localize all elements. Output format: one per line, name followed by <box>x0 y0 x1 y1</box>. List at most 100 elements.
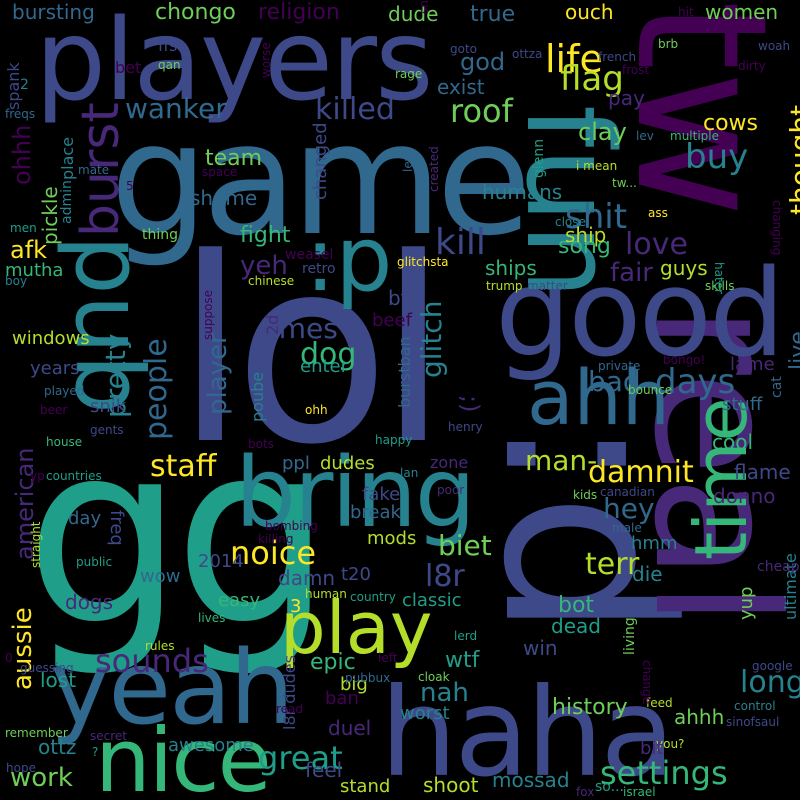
word-wink: ;) <box>456 395 484 413</box>
word-ppl: ppl <box>282 453 310 474</box>
word-secret: secret <box>90 729 127 743</box>
word-qan: qan <box>158 58 181 72</box>
word-bet: bet <box>115 58 142 77</box>
word-straight: straight <box>29 521 43 568</box>
word-afk: afk <box>10 236 48 264</box>
word-fox: fox <box>576 785 595 799</box>
word-t20: t20 <box>341 564 371 585</box>
word-lives: lives <box>198 611 226 625</box>
word-live: live <box>786 331 800 370</box>
word-noice: noice <box>230 534 317 572</box>
word-private: private <box>598 359 641 373</box>
word-so: so... <box>595 779 624 795</box>
word-guessing: guessing <box>20 661 74 675</box>
word-5: 5 <box>126 179 134 193</box>
word-feed: feed <box>646 696 673 710</box>
word-exist: exist <box>437 75 485 99</box>
word-players: players <box>35 0 433 126</box>
word-ffs: ffs <box>158 36 178 55</box>
word-biet: biet <box>438 529 492 562</box>
word-roof: roof <box>450 92 513 130</box>
word-stand: stand <box>340 776 391 797</box>
word-dog: dog <box>300 337 357 372</box>
word-sounds: sounds <box>95 642 209 680</box>
word-beer: beer <box>40 403 68 417</box>
word-fake: fake <box>362 484 401 505</box>
word-pubbux: pubbux <box>345 671 391 685</box>
word-bursting: bursting <box>12 0 95 24</box>
word-glenn: glenn <box>531 138 547 178</box>
word-hater: hater <box>712 262 726 294</box>
word-fight: fight <box>240 223 291 248</box>
word-lame: lame <box>730 354 775 375</box>
word-feel: feel <box>305 758 343 782</box>
word-terr: terr <box>585 547 640 582</box>
word-duel: duel <box>328 716 372 740</box>
word-you: you? <box>656 737 685 751</box>
word-dogs: dogs <box>65 590 114 614</box>
word-nice: nice <box>95 709 272 800</box>
word-question: ? <box>92 745 99 759</box>
word-ottza: ottza <box>512 47 543 61</box>
word-human: human <box>305 587 347 601</box>
word-brb: brb <box>658 37 679 51</box>
word-yeah: yeah <box>50 629 294 748</box>
word-weasel: weasel <box>285 247 334 263</box>
word-played: played <box>44 384 85 398</box>
word-bot: bot <box>558 593 595 618</box>
word-wtf: wtf <box>445 648 480 673</box>
word-dudes: dudes <box>320 453 375 474</box>
word-bombing: bombing <box>265 519 318 533</box>
word-history: history <box>552 695 628 720</box>
word-people: people <box>139 338 174 440</box>
word-clay: clay <box>578 118 627 146</box>
word-shame: shame <box>190 186 258 210</box>
word-years: years <box>30 358 80 379</box>
word-chongo: chongo <box>155 0 236 25</box>
word-rules: rules <box>145 639 175 653</box>
word-lan: lan <box>400 466 419 480</box>
word-bots: bots <box>248 437 274 451</box>
word-easy: easy <box>218 590 261 611</box>
word-times: times <box>260 312 338 345</box>
word-0: 0 <box>5 651 13 665</box>
word-colon-p: :p <box>305 207 393 312</box>
word-bad: bad <box>588 365 641 398</box>
word-ahh: ahh <box>527 353 670 442</box>
word-l8r-dudes: l8r dudes <box>280 655 299 730</box>
word-break: break <box>350 502 401 523</box>
word-l8r: l8r <box>425 559 465 594</box>
word-long: long <box>740 665 800 700</box>
word-aussie: aussie <box>8 607 38 690</box>
word-changing: changing <box>770 200 784 256</box>
word-cool: cool <box>712 430 754 454</box>
word-frost: frost <box>622 63 650 77</box>
word-bounce: bounce <box>628 383 673 397</box>
word-bongo: bongo! <box>663 353 706 367</box>
word-israel: israel <box>623 785 656 799</box>
word-ohhh: ohhh <box>8 124 36 185</box>
word-cloak: cloak <box>418 670 450 684</box>
word-damn: damn <box>278 566 336 590</box>
word-hit: hit <box>678 5 694 19</box>
word-fair: fair <box>610 258 653 288</box>
word-freqs: freqs <box>5 107 36 121</box>
word-levi: levi <box>401 150 415 172</box>
word-true: true <box>470 2 516 27</box>
word-snik: snik <box>90 396 127 417</box>
word-poube: poube <box>248 371 267 422</box>
word-beef: beef <box>372 310 412 331</box>
word-men: men <box>10 221 37 235</box>
word-ohh: ohh <box>305 403 328 417</box>
word-lol: lol <box>175 204 449 501</box>
word-player: player <box>203 333 233 415</box>
word-good: good <box>495 245 785 384</box>
word-flame: flame <box>734 460 791 484</box>
word-cheap: cheap <box>757 559 800 575</box>
word-close: close <box>555 215 586 229</box>
word-dude: dude <box>388 2 439 26</box>
word-pay: pay <box>608 86 645 110</box>
word-i-mean: i mean <box>576 159 618 173</box>
word-mods: mods <box>367 528 417 549</box>
